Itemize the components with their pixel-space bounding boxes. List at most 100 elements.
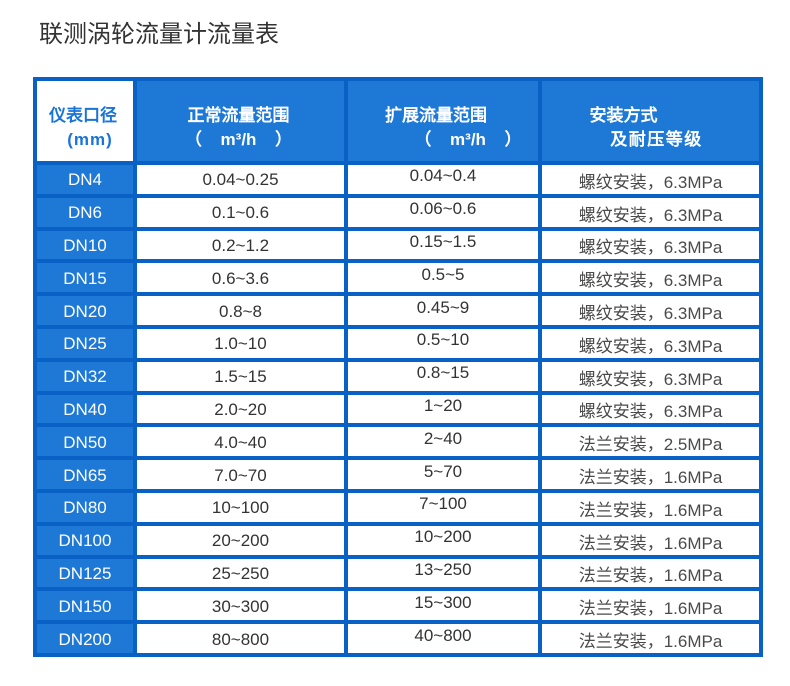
- cell-install: 螺纹安装，6.3MPa: [542, 328, 759, 358]
- header-diameter-line2: (mm): [67, 130, 113, 149]
- cell-normal-range: 20~200: [137, 525, 344, 555]
- cell-extended-range-text: 10~200: [414, 527, 472, 547]
- cell-extended-range-text: 0.06~0.6: [409, 199, 477, 219]
- cell-normal-range: 1.5~15: [137, 361, 344, 391]
- cell-dn: DN125: [37, 558, 133, 588]
- cell-extended-range: 10~200: [348, 525, 538, 555]
- cell-install: 法兰安装，1.6MPa: [542, 460, 759, 489]
- cell-normal-range: 4.0~40: [137, 427, 344, 457]
- cell-normal-range-text: 20~200: [211, 531, 270, 551]
- cell-dn: DN40: [37, 394, 133, 424]
- cell-normal-range: 0.1~0.6: [137, 197, 344, 227]
- cell-dn: DN200: [37, 624, 133, 653]
- cell-install-text: 螺纹安装，6.3MPa: [578, 271, 723, 291]
- cell-dn-text: DN150: [58, 596, 112, 616]
- cell-normal-range-text: 0.04~0.25: [202, 170, 279, 190]
- header-diameter: 仪表口径 (mm): [37, 81, 133, 161]
- cell-normal-range: 25~250: [137, 558, 344, 588]
- cell-dn: DN4: [37, 165, 133, 194]
- cell-extended-range-text: 0.8~15: [416, 363, 470, 383]
- cell-extended-range: 7~100: [348, 492, 538, 522]
- cell-install: 法兰安装，1.6MPa: [542, 591, 759, 621]
- cell-extended-range-text: 13~250: [414, 559, 472, 579]
- header-extended-range: 扩展流量范围 （ m³/h ）: [348, 81, 538, 161]
- cell-normal-range-text: 30~300: [211, 596, 270, 616]
- header-extended-range-line2: （ m³/h ）: [414, 130, 522, 149]
- flow-table: 仪表口径 (mm) 正常流量范围 （ m³/h ） 扩展流量范围 （ m³/h ） 安装方式…: [33, 77, 763, 657]
- cell-normal-range-text: 25~250: [211, 563, 270, 583]
- cell-install-text: 法兰安装，1.6MPa: [578, 566, 723, 586]
- header-diameter-line1: 仪表口径: [49, 106, 117, 125]
- cell-normal-range: 7.0~70: [137, 460, 344, 489]
- cell-install: 螺纹安装，6.3MPa: [542, 165, 759, 194]
- cell-dn: DN20: [37, 296, 133, 325]
- cell-dn: DN10: [37, 230, 133, 260]
- cell-install-text: 螺纹安装，6.3MPa: [578, 402, 723, 422]
- cell-normal-range: 1.0~10: [137, 328, 344, 358]
- cell-normal-range: 80~800: [137, 624, 344, 653]
- cell-install: 螺纹安装，6.3MPa: [542, 296, 759, 325]
- cell-install: 螺纹安装，6.3MPa: [542, 263, 759, 293]
- cell-dn-text: DN40: [63, 399, 107, 419]
- cell-normal-range-text: 2.0~20: [214, 399, 267, 419]
- header-normal-range: 正常流量范围 （ m³/h ）: [137, 81, 344, 161]
- cell-extended-range: 13~250: [348, 558, 538, 588]
- cell-dn-text: DN32: [63, 367, 107, 387]
- cell-install-text: 法兰安装，2.5MPa: [578, 435, 723, 455]
- cell-install-text: 螺纹安装，6.3MPa: [578, 336, 723, 356]
- cell-extended-range: 0.45~9: [348, 296, 538, 325]
- header-normal-range-line1: 正常流量范围: [187, 106, 290, 125]
- cell-extended-range: 2~40: [348, 427, 538, 457]
- cell-normal-range-text: 0.8~8: [218, 301, 262, 321]
- cell-normal-range-text: 7.0~70: [214, 465, 267, 485]
- cell-extended-range-text: 0.45~9: [416, 297, 470, 317]
- cell-install: 法兰安装，1.6MPa: [542, 525, 759, 555]
- cell-dn-text: DN6: [67, 203, 102, 223]
- cell-dn: DN25: [37, 328, 133, 358]
- cell-extended-range-text: 40~800: [414, 625, 472, 645]
- header-normal-range-line2: （ m³/h ）: [184, 130, 293, 149]
- cell-install: 法兰安装，1.6MPa: [542, 558, 759, 588]
- page-title: 联测涡轮流量计流量表: [39, 21, 279, 48]
- cell-install-text: 法兰安装，1.6MPa: [578, 599, 723, 619]
- cell-extended-range-text: 0.15~1.5: [409, 231, 477, 251]
- cell-normal-range: 0.8~8: [137, 296, 344, 325]
- cell-normal-range-text: 10~100: [211, 498, 270, 518]
- cell-install: 法兰安装，1.6MPa: [542, 492, 759, 522]
- cell-normal-range-text: 1.0~10: [214, 334, 267, 354]
- cell-dn-text: DN20: [63, 301, 107, 321]
- cell-dn-text: DN50: [63, 432, 107, 452]
- cell-dn: DN100: [37, 525, 133, 555]
- cell-normal-range: 0.04~0.25: [137, 165, 344, 194]
- cell-dn-text: DN125: [58, 563, 112, 583]
- cell-install-text: 螺纹安装，6.3MPa: [578, 369, 723, 389]
- cell-install-text: 法兰安装，1.6MPa: [578, 632, 723, 652]
- cell-install: 法兰安装，1.6MPa: [542, 624, 759, 653]
- cell-dn-text: DN65: [63, 465, 107, 485]
- cell-normal-range-text: 0.1~0.6: [211, 203, 270, 223]
- cell-normal-range: 30~300: [137, 591, 344, 621]
- header-extended-range-line1: 扩展流量范围: [385, 106, 487, 125]
- cell-extended-range: 0.04~0.4: [348, 165, 538, 194]
- cell-extended-range: 15~300: [348, 591, 538, 621]
- cell-dn: DN32: [37, 361, 133, 391]
- header-install: 安装方式 及耐压等级: [542, 81, 759, 161]
- cell-normal-range: 2.0~20: [137, 394, 344, 424]
- cell-dn-text: DN15: [63, 268, 107, 288]
- cell-dn: DN50: [37, 427, 133, 457]
- cell-install: 螺纹安装，6.3MPa: [542, 230, 759, 260]
- cell-extended-range: 0.5~5: [348, 263, 538, 293]
- cell-install-text: 螺纹安装，6.3MPa: [578, 238, 723, 258]
- cell-extended-range: 0.8~15: [348, 361, 538, 391]
- cell-dn-text: DN4: [67, 170, 102, 190]
- cell-install: 螺纹安装，6.3MPa: [542, 197, 759, 227]
- cell-extended-range: 0.15~1.5: [348, 230, 538, 260]
- cell-extended-range-text: 0.04~0.4: [409, 166, 477, 186]
- cell-install-text: 法兰安装，1.6MPa: [578, 468, 723, 488]
- cell-extended-range: 5~70: [348, 460, 538, 489]
- cell-install-text: 螺纹安装，6.3MPa: [578, 205, 723, 225]
- cell-install: 螺纹安装，6.3MPa: [542, 394, 759, 424]
- cell-normal-range-text: 80~800: [211, 629, 270, 649]
- cell-dn-text: DN200: [58, 629, 112, 649]
- cell-install: 法兰安装，2.5MPa: [542, 427, 759, 457]
